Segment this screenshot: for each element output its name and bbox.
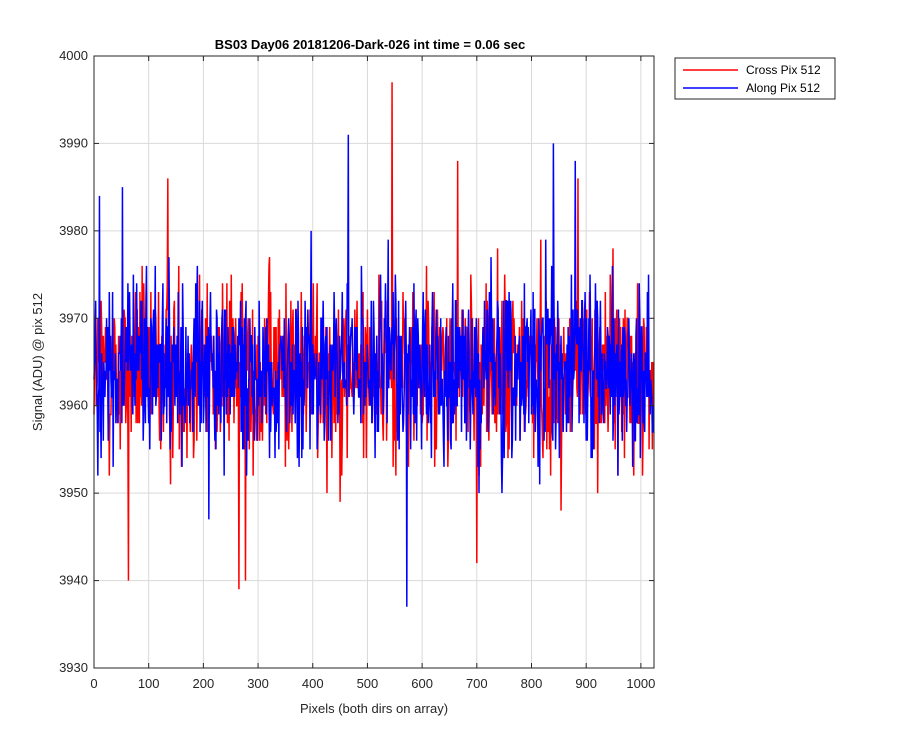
y-tick-label: 3960 bbox=[59, 398, 88, 413]
x-tick-label: 100 bbox=[138, 676, 160, 691]
plot-border bbox=[93, 55, 655, 669]
y-tick-label: 3970 bbox=[59, 310, 88, 325]
y-tick-label: 3930 bbox=[59, 660, 88, 675]
x-axis-label: Pixels (both dirs on array) bbox=[300, 701, 448, 716]
y-tick-label: 3940 bbox=[59, 573, 88, 588]
y-tick-label: 3950 bbox=[59, 485, 88, 500]
legend-label-cross: Cross Pix 512 bbox=[746, 63, 821, 77]
x-tick-label: 200 bbox=[193, 676, 215, 691]
y-tick-label: 4000 bbox=[59, 48, 88, 63]
ticks: 0 100 200 300 400 500 600 700 800 900 1000 3930 3940… bbox=[59, 48, 655, 691]
x-tick-label: 900 bbox=[575, 676, 597, 691]
series-line-along-pix bbox=[93, 134, 655, 607]
x-tick-label: 500 bbox=[357, 676, 379, 691]
x-tick-label: 700 bbox=[466, 676, 488, 691]
y-axis-label: Signal (ADU) @ pix 512 bbox=[30, 293, 45, 431]
y-tick-label: 3990 bbox=[59, 135, 88, 150]
x-tick-label: 600 bbox=[411, 676, 433, 691]
chart-title: BS03 Day06 20181206-Dark-026 int time = … bbox=[215, 37, 525, 52]
series-layer bbox=[93, 82, 655, 607]
x-tick-label: 1000 bbox=[626, 676, 655, 691]
x-tick-label: 400 bbox=[302, 676, 324, 691]
x-tick-label: 800 bbox=[521, 676, 543, 691]
x-tick-label: 0 bbox=[90, 676, 97, 691]
x-tick-label: 300 bbox=[247, 676, 269, 691]
y-tick-label: 3980 bbox=[59, 223, 88, 238]
legend: Cross Pix 512 Along Pix 512 bbox=[674, 57, 836, 100]
legend-label-along: Along Pix 512 bbox=[746, 81, 820, 95]
legend-box bbox=[674, 57, 836, 100]
